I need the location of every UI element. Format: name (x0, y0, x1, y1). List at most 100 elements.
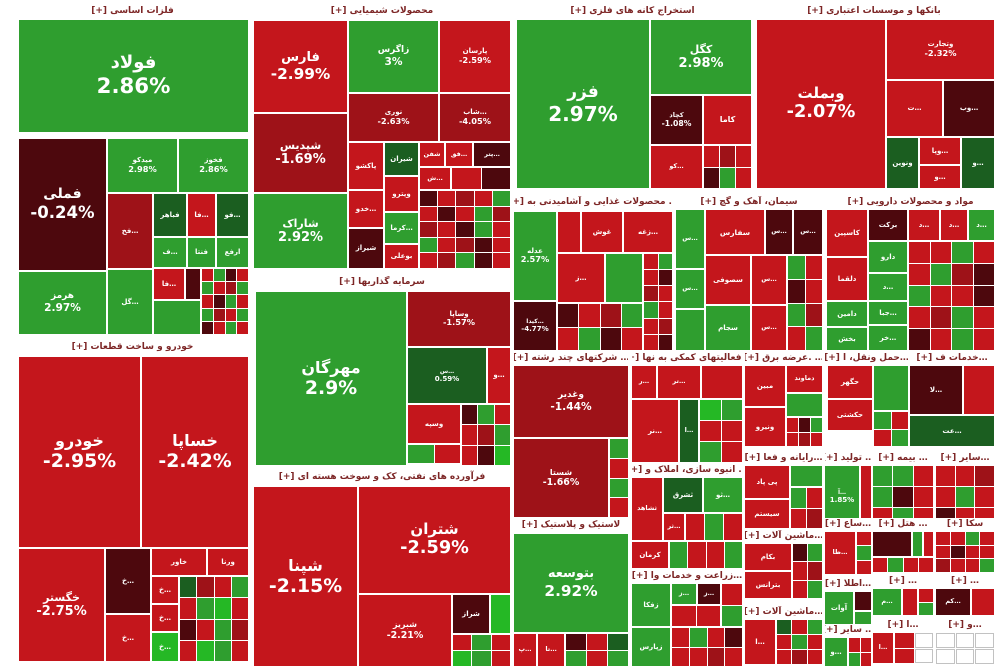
mini-tile[interactable] (491, 651, 510, 666)
tile-و[interactable]: …و (920, 166, 960, 188)
tile-خ[interactable]: …خ (106, 549, 150, 613)
mini-tile[interactable] (474, 237, 492, 253)
empty-tile[interactable] (955, 649, 975, 664)
tile-ا[interactable]: …ا (873, 633, 893, 663)
mini-tile[interactable] (909, 329, 930, 350)
tile-کچاد[interactable]: کچاد -1.08% (651, 96, 702, 144)
mini-tile[interactable] (587, 634, 607, 650)
mini-tile[interactable] (724, 514, 742, 540)
tile-ونیرو[interactable]: ونیرو (745, 408, 785, 446)
mini-tile[interactable] (658, 318, 672, 334)
tile-شفن[interactable]: شفن (420, 143, 444, 166)
mini-tile[interactable] (608, 650, 628, 666)
sector-header-26[interactable]: … سایر [+] (825, 624, 871, 636)
mini-tile[interactable] (644, 270, 658, 286)
mini-tile[interactable] (231, 598, 248, 619)
mini-tile[interactable] (930, 263, 951, 285)
tile-میدکو[interactable]: میدکو 2.98% (108, 139, 177, 192)
sector-header-17[interactable]: …خدمات ف [+] (910, 352, 994, 364)
mini-tile[interactable] (213, 282, 225, 295)
tile-شاراک[interactable]: شاراک 2.92% (254, 194, 347, 268)
mini-tile[interactable] (644, 254, 658, 270)
tile-شپنا[interactable]: شپنا -2.15% (254, 487, 357, 666)
mini-tile[interactable] (453, 651, 472, 666)
mini-tile[interactable] (658, 286, 672, 302)
mini-tile[interactable] (952, 242, 973, 263)
mini-tile[interactable] (808, 544, 822, 562)
mini-tile[interactable] (973, 307, 994, 329)
sector-header-19[interactable]: … تولید [+] (825, 452, 871, 464)
sector-header-31[interactable]: …ا [+] (873, 620, 933, 631)
tile-سصوفی[interactable]: سصوفی (706, 256, 750, 304)
mini-tile[interactable] (644, 286, 658, 302)
mini-tile[interactable] (811, 432, 822, 446)
mini-tile[interactable] (452, 168, 481, 189)
sector-header-32[interactable]: …و [+] (936, 620, 994, 631)
tile-مبین[interactable]: مبین (745, 366, 785, 406)
tile-شتران[interactable]: شتران -2.59% (359, 487, 510, 593)
tile-د[interactable]: …د (969, 210, 994, 240)
tile-و[interactable]: …و (488, 348, 510, 403)
tile-کیدا[interactable]: …کیدا -4.77% (514, 302, 556, 350)
tile[interactable] (702, 366, 742, 398)
mini-tile[interactable] (474, 206, 492, 222)
mini-tile[interactable] (787, 418, 798, 432)
sector-header-21[interactable]: …سایر [+] (936, 452, 994, 464)
mini-tile[interactable] (788, 279, 805, 303)
mini-tile[interactable] (472, 635, 491, 650)
mini-tile[interactable] (930, 285, 951, 307)
mini-tile[interactable] (849, 638, 860, 652)
mini-tile[interactable] (952, 329, 973, 350)
sector-header-13[interactable]: … انبوه سازی، املاک و [+] (632, 464, 742, 476)
mini-tile[interactable] (777, 620, 792, 634)
tile-شراز[interactable]: شراز (453, 595, 489, 633)
tile-گل[interactable]: …گل (108, 270, 152, 334)
mini-tile[interactable] (202, 282, 213, 295)
mini-tile[interactable] (808, 580, 822, 598)
mini-tile[interactable] (689, 647, 707, 666)
mini-tile[interactable] (408, 445, 434, 463)
mini-tile[interactable] (725, 628, 742, 647)
mini-tile[interactable] (202, 269, 213, 282)
tile[interactable] (924, 532, 933, 556)
mini-tile[interactable] (807, 488, 822, 508)
sector-header-9[interactable]: فرآورده های نفتی، کک و سوخت هسته ای [+] (254, 470, 510, 484)
mini-tile[interactable] (860, 638, 871, 652)
mini-tile[interactable] (721, 421, 742, 441)
mini-tile[interactable] (456, 222, 474, 237)
tile-س[interactable]: …س (752, 256, 786, 304)
tile-خ[interactable]: …خ (152, 605, 178, 631)
mini-tile[interactable] (857, 532, 871, 546)
tile-کم[interactable]: …کم (936, 589, 970, 615)
mini-tile[interactable] (799, 432, 810, 446)
tile-س[interactable]: …س (794, 210, 822, 254)
sector-header-20[interactable]: … بیمه [+] (873, 452, 933, 464)
tile-پی پاد[interactable]: پی پاد (745, 466, 789, 498)
mini-tile[interactable] (807, 635, 822, 649)
mini-tile[interactable] (700, 421, 721, 441)
tile-فخوز[interactable]: فخوز 2.86% (179, 139, 248, 192)
mini-tile[interactable] (874, 429, 891, 446)
mini-tile[interactable] (705, 514, 723, 540)
tile[interactable] (903, 589, 917, 615)
tile-س[interactable]: …س (676, 210, 704, 268)
mini-tile[interactable] (936, 466, 955, 486)
mini-tile[interactable] (936, 487, 955, 507)
mini-tile[interactable] (474, 222, 492, 237)
mini-tile[interactable] (214, 640, 231, 661)
mini-tile[interactable] (919, 602, 933, 615)
mini-tile[interactable] (893, 466, 913, 486)
tile-شیران[interactable]: شیران (385, 143, 418, 175)
mini-tile[interactable] (462, 405, 478, 425)
mini-tile[interactable] (474, 191, 492, 206)
tile-نوری[interactable]: نوری -2.63% (349, 94, 438, 141)
mini-tile[interactable] (792, 620, 807, 634)
mini-tile[interactable] (807, 508, 822, 528)
tile-وغدیر[interactable]: وغدیر -1.44% (514, 366, 628, 437)
mini-tile[interactable] (955, 466, 975, 486)
mini-tile[interactable] (736, 146, 751, 167)
mini-tile[interactable] (672, 647, 689, 666)
tile-ورنا[interactable]: ورنا (208, 549, 248, 575)
mini-tile[interactable] (857, 546, 871, 560)
tile-دماوند[interactable]: دماوند (787, 366, 822, 392)
